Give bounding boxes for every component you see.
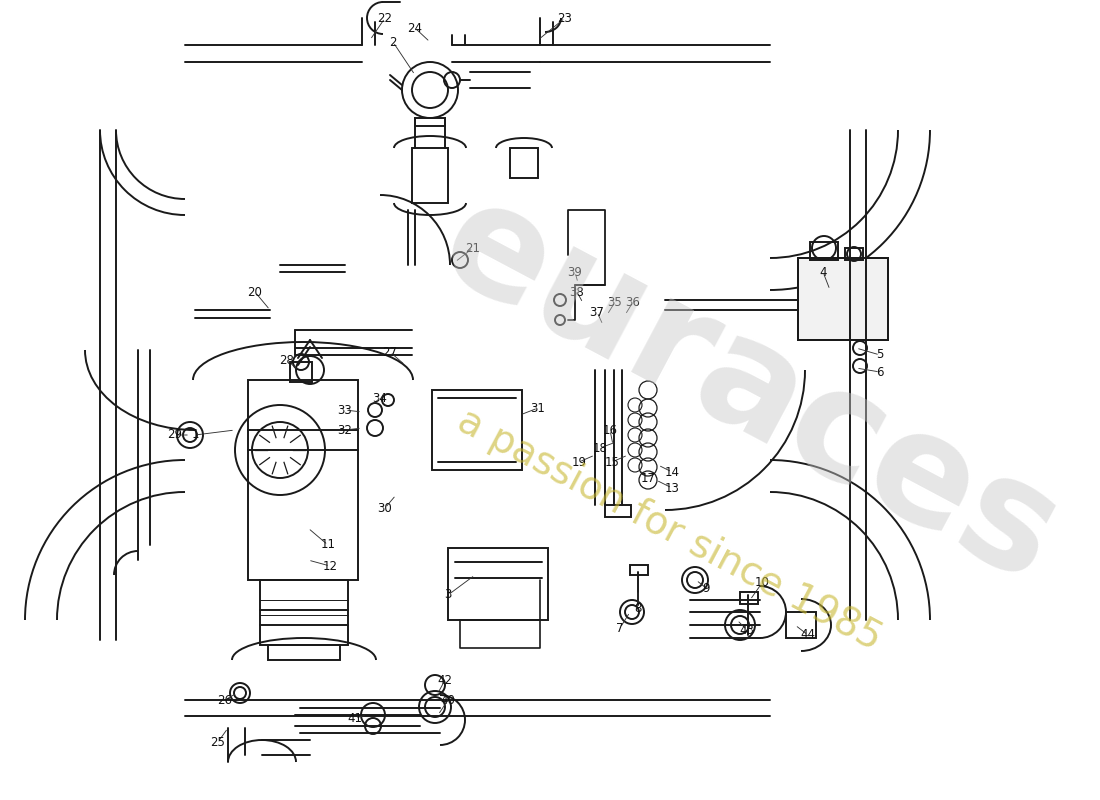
Text: 18: 18 <box>593 442 607 454</box>
Text: 32: 32 <box>338 423 352 437</box>
Bar <box>798 258 888 340</box>
Bar <box>248 380 358 580</box>
Text: 26: 26 <box>218 694 232 706</box>
Text: 5: 5 <box>877 349 883 362</box>
Text: euraces: euraces <box>417 166 1084 614</box>
Bar <box>845 248 864 260</box>
Text: 34: 34 <box>373 391 387 405</box>
Text: 3: 3 <box>444 589 452 602</box>
Text: 23: 23 <box>558 11 572 25</box>
Text: 13: 13 <box>664 482 680 494</box>
Text: 36: 36 <box>626 295 640 309</box>
Text: 25: 25 <box>210 735 225 749</box>
Text: 42: 42 <box>438 674 452 686</box>
Bar <box>740 592 758 604</box>
Text: 31: 31 <box>530 402 546 414</box>
Bar <box>415 118 446 126</box>
Bar <box>432 390 522 470</box>
Bar <box>412 148 448 203</box>
Text: 2: 2 <box>389 35 397 49</box>
Text: 21: 21 <box>465 242 481 254</box>
Text: 16: 16 <box>603 423 617 437</box>
Text: 1: 1 <box>191 429 199 442</box>
Text: 4: 4 <box>820 266 827 278</box>
Text: 35: 35 <box>607 295 623 309</box>
Text: 41: 41 <box>348 711 363 725</box>
Text: 20: 20 <box>248 286 263 298</box>
Text: 19: 19 <box>572 455 586 469</box>
Text: 11: 11 <box>320 538 336 551</box>
Text: 33: 33 <box>338 403 352 417</box>
Text: 29: 29 <box>167 429 183 442</box>
Text: 14: 14 <box>664 466 680 478</box>
Bar <box>510 148 538 178</box>
Bar <box>798 258 888 340</box>
Text: 43: 43 <box>739 623 755 637</box>
Text: 38: 38 <box>570 286 584 298</box>
Text: 7: 7 <box>616 622 624 634</box>
Text: 6: 6 <box>877 366 883 378</box>
Text: a passion for since 1985: a passion for since 1985 <box>451 402 889 658</box>
Text: 40: 40 <box>441 694 455 706</box>
Text: 39: 39 <box>568 266 582 278</box>
Text: 27: 27 <box>383 346 397 358</box>
Text: 44: 44 <box>801 629 815 642</box>
Bar <box>448 548 548 620</box>
Text: 22: 22 <box>377 11 393 25</box>
Text: 24: 24 <box>407 22 422 34</box>
Text: 10: 10 <box>755 577 769 590</box>
Bar <box>630 565 648 575</box>
Text: 30: 30 <box>377 502 393 514</box>
Text: 37: 37 <box>590 306 604 318</box>
Bar <box>268 645 340 660</box>
Bar <box>786 612 816 638</box>
Text: 12: 12 <box>322 559 338 573</box>
Bar <box>260 580 348 645</box>
Bar <box>810 242 838 260</box>
Bar <box>605 505 631 517</box>
Text: 9: 9 <box>702 582 710 594</box>
Text: 8: 8 <box>635 602 641 614</box>
Bar <box>290 362 312 382</box>
Text: 28: 28 <box>279 354 295 366</box>
Text: 15: 15 <box>605 455 619 469</box>
Text: 17: 17 <box>640 471 656 485</box>
